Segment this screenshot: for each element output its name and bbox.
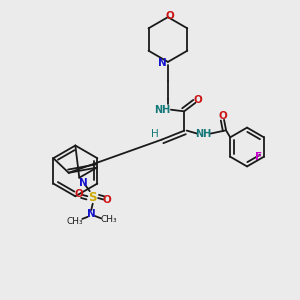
Text: H: H <box>152 129 159 139</box>
Text: O: O <box>74 189 83 199</box>
Text: O: O <box>103 195 111 205</box>
Text: CH₃: CH₃ <box>67 218 83 226</box>
Text: CH₃: CH₃ <box>100 215 117 224</box>
Text: O: O <box>165 11 174 21</box>
Text: N: N <box>87 209 96 220</box>
Text: N: N <box>158 58 167 68</box>
Text: F: F <box>255 152 262 162</box>
Text: O: O <box>219 111 227 121</box>
Text: N: N <box>80 178 88 188</box>
Text: NH: NH <box>154 105 170 115</box>
Text: S: S <box>88 190 97 204</box>
Text: O: O <box>194 95 202 105</box>
Text: NH: NH <box>196 129 212 139</box>
